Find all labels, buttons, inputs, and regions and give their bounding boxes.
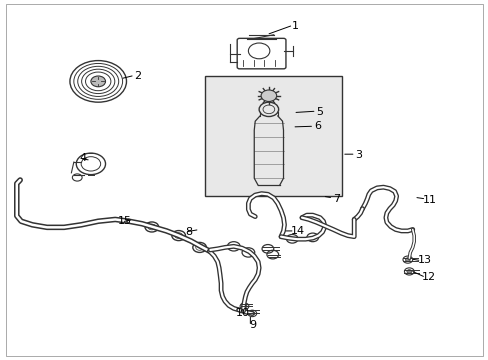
Circle shape — [249, 312, 254, 315]
Circle shape — [91, 76, 105, 87]
Text: 15: 15 — [118, 216, 132, 226]
Text: 6: 6 — [313, 121, 321, 131]
Text: 14: 14 — [290, 226, 305, 236]
Text: 1: 1 — [292, 21, 299, 31]
Bar — [205, 76, 341, 196]
Text: 13: 13 — [417, 255, 431, 265]
Circle shape — [242, 305, 246, 308]
Text: 7: 7 — [332, 194, 339, 204]
Circle shape — [406, 270, 411, 273]
Text: 8: 8 — [184, 227, 192, 237]
Text: 10: 10 — [236, 308, 249, 318]
Circle shape — [261, 90, 276, 102]
Circle shape — [405, 258, 409, 261]
Text: 4: 4 — [79, 153, 86, 163]
Text: 9: 9 — [249, 320, 256, 330]
Text: 11: 11 — [422, 195, 436, 205]
Text: 2: 2 — [133, 71, 141, 81]
Text: 12: 12 — [421, 272, 435, 282]
Text: 5: 5 — [316, 107, 323, 117]
Text: 3: 3 — [355, 150, 362, 160]
